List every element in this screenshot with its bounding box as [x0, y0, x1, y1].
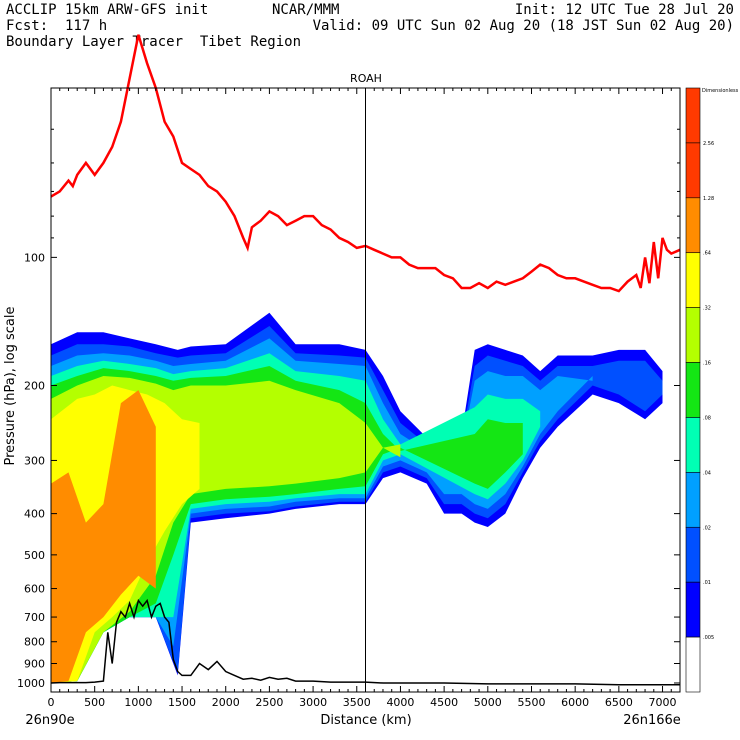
tropopause-line	[50, 34, 681, 293]
colorbar-label: .08	[703, 415, 711, 421]
colorbar-label: .16	[703, 361, 711, 367]
x-end-label: 26n166e	[623, 713, 681, 728]
y-tick-label: 200	[24, 379, 45, 392]
x-tick-label: 1000	[124, 696, 152, 709]
colorbar-band	[685, 417, 701, 473]
header-right-line2: Valid: 09 UTC Sun 02 Aug 20 (18 JST Sun …	[312, 18, 734, 34]
x-tick-label: 2500	[255, 696, 283, 709]
y-tick-label: 700	[24, 611, 45, 624]
x-tick-label: 500	[84, 696, 105, 709]
y-tick-label: 900	[24, 658, 45, 671]
x-tick-label: 3500	[343, 696, 371, 709]
plot-layer: 0 500 1000 1500 2000 2500 3000 3500 4000 4500 5000…	[17, 34, 681, 709]
x-start-label: 26n90e	[25, 713, 74, 728]
header-left-line1: ACCLIP 15km ARW-GFS init	[6, 2, 209, 18]
colorbar-band	[685, 197, 701, 254]
colorbar-band	[685, 526, 701, 583]
y-tick-label: 100	[24, 251, 45, 264]
x-tick-label: 7000	[649, 696, 677, 709]
colorbar-label: .64	[703, 251, 711, 257]
x-tick-label: 1500	[168, 696, 196, 709]
y-tick-label: 800	[24, 636, 45, 649]
x-tick-label: 4000	[386, 696, 414, 709]
y-tick-label: 300	[24, 454, 45, 467]
y-tick-label: 1000	[17, 677, 45, 690]
colorbar-band	[685, 636, 701, 693]
colorbar-band	[685, 472, 701, 528]
x-tick-label: 5500	[517, 696, 545, 709]
colorbar-band	[685, 307, 701, 363]
x-tick-label: 0	[48, 696, 55, 709]
x-tick-label: 2000	[212, 696, 240, 709]
x-tick-label: 6500	[605, 696, 633, 709]
colorbar-label: .005	[703, 635, 714, 641]
colorbar-band	[685, 362, 701, 418]
x-tick-label: 5000	[474, 696, 502, 709]
chart-title: ROAH	[350, 72, 382, 85]
colorbar-label: 2.56	[703, 141, 714, 147]
colorbar-band	[685, 142, 701, 199]
colorbar-band	[685, 581, 701, 638]
x-axis-label: Distance (km)	[320, 713, 411, 728]
header-right-line1: Init: 12 UTC Tue 28 Jul 20	[514, 2, 734, 18]
terrain-line	[50, 598, 680, 686]
y-axis-label: Pressure (hPa), log scale	[3, 307, 18, 466]
x-tick-label: 6000	[561, 696, 589, 709]
colorbar-label: 1.28	[703, 196, 714, 202]
header-left-line2: Fcst: 117 h	[6, 18, 108, 34]
tracer-contour-7	[51, 390, 156, 683]
y-tick-label: 600	[24, 583, 45, 596]
colorbar-title: Dimensionless	[702, 88, 739, 94]
colorbar-label: .02	[703, 525, 711, 531]
colorbar-band	[685, 252, 701, 308]
colorbar-label: .01	[703, 580, 711, 586]
x-tick-label: 4500	[430, 696, 458, 709]
y-tick-label: 400	[24, 508, 45, 521]
colorbar-label: .04	[703, 470, 711, 476]
y-tick-label: 500	[24, 549, 45, 562]
colorbar-band	[685, 87, 701, 144]
x-tick-label: 3000	[299, 696, 327, 709]
header-center-line1: NCAR/MMM	[272, 2, 340, 18]
colorbar-label: .32	[703, 306, 711, 312]
header-left-line3: Boundary Layer Tracer Tibet Region	[6, 34, 302, 50]
